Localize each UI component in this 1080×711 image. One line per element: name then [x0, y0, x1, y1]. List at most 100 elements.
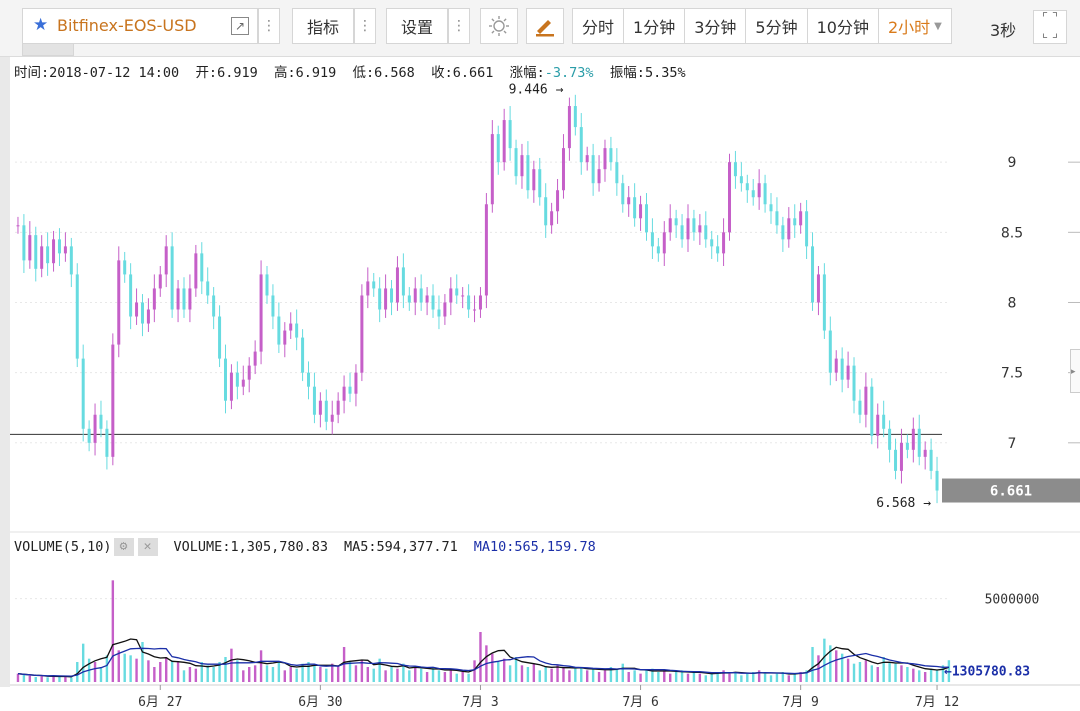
candle-body	[247, 365, 251, 380]
volume-value: VOLUME:1,305,780.83	[173, 539, 328, 555]
candle-body	[840, 358, 844, 380]
volume-bar	[923, 672, 927, 682]
volume-bar	[556, 665, 559, 682]
indicators-menu-dots-icon[interactable]: ⋮	[354, 8, 376, 44]
kline-chart[interactable]: 9 8.5 8 7.5 7 5000000 6月 27 6月 30 7月 3 7月 6 7月 9 7月…	[0, 57, 1080, 711]
candle-body	[894, 449, 898, 471]
volume-bar	[674, 672, 678, 682]
volume-bar	[242, 670, 245, 682]
volume-bar	[823, 638, 826, 682]
candle-body	[722, 232, 726, 254]
candle-body	[834, 358, 838, 373]
info-low: 低:6.568	[352, 65, 415, 81]
info-change-value: -3.73%	[544, 65, 594, 81]
volume-close-icon[interactable]: ✕	[137, 538, 158, 556]
favorite-star-icon[interactable]: ★	[33, 15, 49, 35]
side-panel-toggle-icon[interactable]: ▸	[1070, 349, 1080, 393]
indicators-button[interactable]: 指标	[292, 8, 354, 44]
candle-body	[573, 106, 577, 128]
candle-body	[384, 288, 388, 310]
volume-bar	[16, 673, 20, 682]
volume-bar	[669, 673, 672, 682]
candle-body	[28, 235, 32, 261]
fullscreen-icon[interactable]: ⌜ ⌝ ⌞ ⌟	[1033, 10, 1067, 44]
volume-bar	[200, 662, 203, 682]
volume-bar	[787, 675, 790, 682]
candle-body	[46, 246, 50, 264]
interval-tab-5min[interactable]: 5分钟	[746, 8, 808, 44]
time-tick-label: 7月 6	[622, 695, 658, 710]
volume-bar	[597, 672, 601, 682]
volume-bar	[603, 670, 607, 682]
volume-bar	[734, 672, 737, 682]
candle-body	[811, 246, 815, 303]
symbol-menu-dots-icon[interactable]: ⋮	[258, 8, 280, 44]
candle-body	[194, 253, 198, 289]
candle-body	[93, 414, 97, 443]
volume-bar	[248, 667, 251, 682]
candle-body	[99, 414, 103, 429]
interval-tab-timeline[interactable]: 分时	[572, 8, 625, 44]
candle-body	[769, 204, 773, 212]
theme-sun-icon[interactable]	[480, 8, 518, 44]
candle-body	[401, 267, 405, 296]
time-tick-label: 7月 12	[915, 695, 959, 710]
interval-dropdown-2h[interactable]: 2小时 ▼	[878, 8, 952, 44]
candle-body	[775, 211, 779, 226]
candle-body	[615, 162, 619, 184]
price-tick-label: 7.5	[1001, 366, 1023, 382]
interval-tab-3min[interactable]: 3分钟	[685, 8, 747, 44]
left-scroll-bar[interactable]	[0, 57, 10, 687]
candle-body	[170, 246, 174, 310]
volume-bar	[236, 660, 239, 682]
draw-pencil-icon[interactable]	[526, 8, 564, 44]
volume-bar	[633, 670, 636, 682]
volume-bar	[319, 667, 322, 682]
low-price-marker: 6.568 →	[876, 496, 931, 511]
settings-menu-dots-icon[interactable]: ⋮	[448, 8, 470, 44]
volume-bar	[580, 667, 583, 682]
info-open: 开:6.919	[195, 65, 258, 81]
volume-bar	[467, 673, 470, 682]
volume-bar	[408, 670, 411, 682]
volume-bar	[840, 653, 844, 682]
candle-body	[307, 372, 311, 387]
volume-bar	[686, 673, 690, 682]
volume-ma10: MA10:565,159.78	[473, 539, 596, 555]
candle-body	[301, 337, 305, 373]
candle-body	[846, 365, 850, 380]
interval-tab-1min[interactable]: 1分钟	[624, 8, 686, 44]
volume-title: VOLUME(5,10)	[14, 539, 112, 555]
open-external-icon[interactable]: ↗	[231, 17, 249, 35]
candle-body	[917, 428, 921, 457]
candle-body	[816, 274, 820, 303]
high-price-marker: 9.446 →	[509, 83, 564, 98]
volume-bar	[28, 675, 32, 682]
volume-bar	[153, 667, 156, 682]
volume-bar	[194, 668, 198, 682]
interval-tab-10min[interactable]: 10分钟	[807, 8, 879, 44]
candle-body	[935, 470, 939, 491]
symbol-selector[interactable]: ★ Bitfinex-EOS-USD ↗	[22, 8, 258, 44]
volume-bar	[283, 670, 286, 682]
settings-button[interactable]: 设置	[386, 8, 448, 44]
candle-body	[354, 372, 358, 394]
volume-bar	[752, 672, 755, 682]
candle-body	[710, 239, 714, 247]
candle-body	[490, 134, 494, 205]
candle-body	[413, 288, 417, 303]
candle-body	[206, 281, 210, 296]
candle-body	[668, 218, 672, 233]
volume-bar	[894, 663, 897, 682]
refresh-interval-label[interactable]: 3秒	[990, 21, 1017, 40]
volume-bar	[117, 650, 120, 682]
volume-bar	[775, 673, 779, 682]
chart-area: 9 8.5 8 7.5 7 5000000 6月 27 6月 30 7月 3 7月 6 7月 9 7月…	[0, 57, 1080, 711]
candle-body	[852, 365, 856, 401]
candle-body	[443, 302, 447, 317]
candle-body	[561, 148, 565, 191]
volume-settings-gear-icon[interactable]: ⚙	[113, 538, 134, 556]
symbol-dropdown-tab[interactable]	[22, 44, 74, 56]
candle-body	[763, 183, 767, 205]
volume-bar	[793, 673, 796, 682]
